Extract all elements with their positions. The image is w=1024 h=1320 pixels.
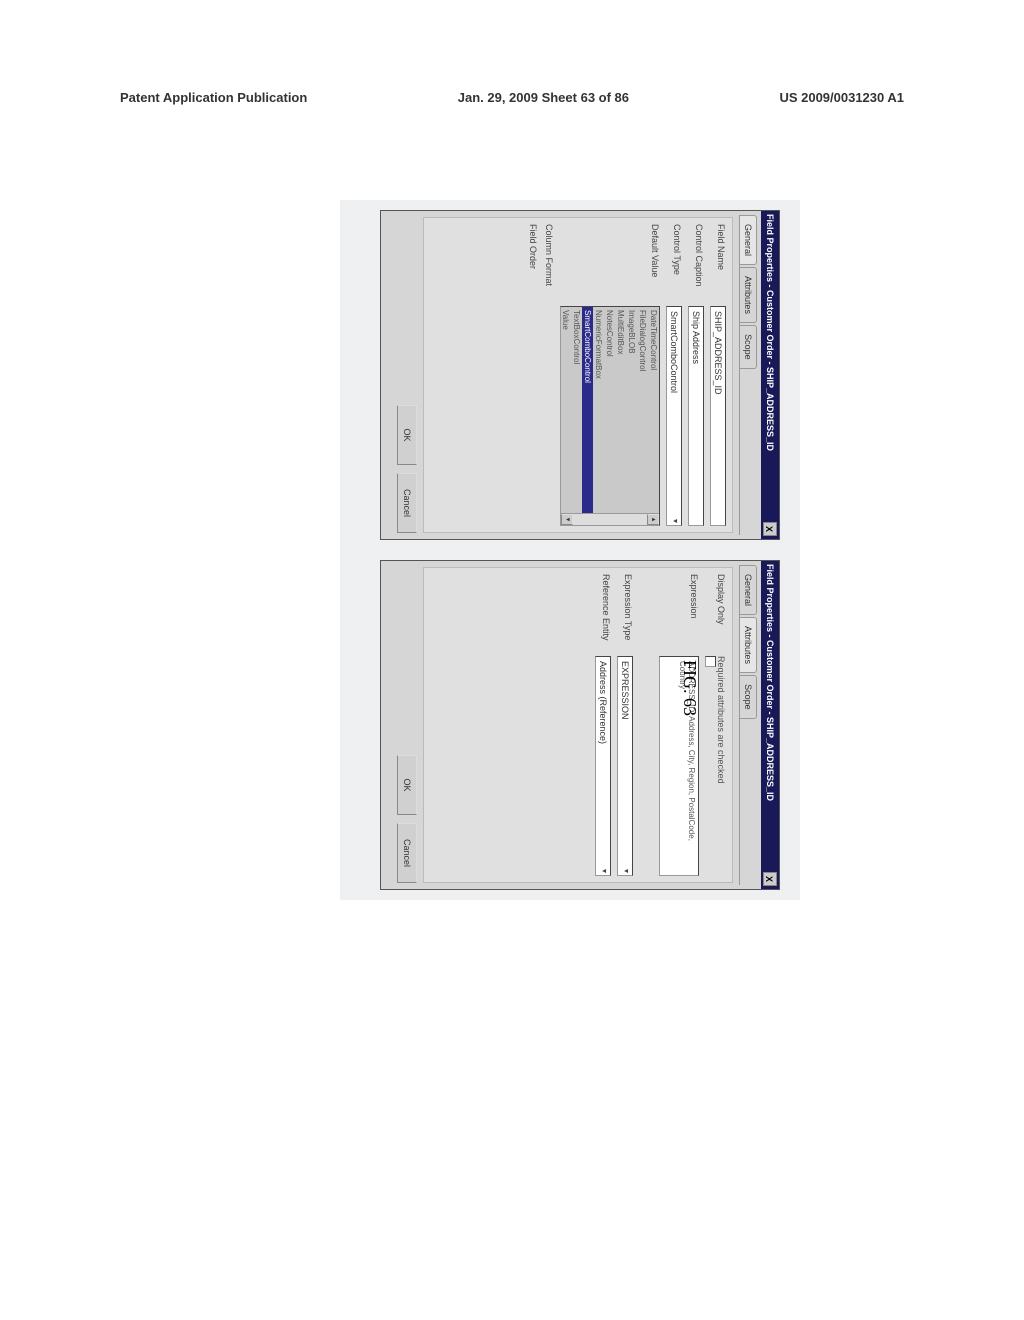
- dlg-body-1: Field Name SHIP_ADDRESS_ID Control Capti…: [423, 217, 733, 533]
- tab-general-1[interactable]: General: [740, 215, 757, 265]
- default-value-label: Default Value: [650, 224, 660, 306]
- close-icon[interactable]: X: [763, 522, 777, 536]
- ref-entity-dropdown[interactable]: Address (Reference): [595, 656, 611, 876]
- titlebar-text-1: Field Properties - Customer Order - SHIP…: [765, 214, 775, 451]
- control-caption-value[interactable]: Ship Address: [688, 306, 704, 526]
- list-item[interactable]: NumericFormatBox: [593, 307, 604, 525]
- expression-label: Expression: [689, 574, 699, 656]
- button-row-1: OK Cancel: [397, 217, 417, 533]
- figure-area: Field Properties - Customer Order - SHIP…: [340, 200, 800, 900]
- dlg-body-2: Display Only Required attributes are che…: [423, 567, 733, 883]
- ok-button[interactable]: OK: [397, 755, 417, 815]
- list-item[interactable]: NotesControl: [604, 307, 615, 525]
- tab-general-2[interactable]: General: [740, 565, 757, 615]
- cancel-button[interactable]: Cancel: [397, 823, 417, 883]
- ok-button[interactable]: OK: [397, 405, 417, 465]
- required-label: Required attributes are checked: [716, 656, 726, 784]
- figure-caption: FIG. 63: [679, 660, 700, 716]
- tab-attributes-1[interactable]: Attributes: [740, 267, 757, 323]
- tab-scope-1[interactable]: Scope: [740, 325, 757, 369]
- list-item-selected[interactable]: SmartComboControl: [582, 307, 593, 525]
- list-item[interactable]: ImageBLOB: [626, 307, 637, 525]
- header-right: US 2009/0031230 A1: [779, 90, 904, 105]
- display-only-label: Display Only: [716, 574, 726, 656]
- field-order-label: Field Order: [528, 224, 538, 306]
- expr-type-dropdown[interactable]: EXPRESSION: [617, 656, 633, 876]
- dialog-attributes: Field Properties - Customer Order - SHIP…: [380, 560, 780, 890]
- titlebar-text-2: Field Properties - Customer Order - SHIP…: [765, 564, 775, 801]
- scrollbar[interactable]: ▴ ▾: [561, 513, 659, 525]
- list-item[interactable]: MultiEditBox: [615, 307, 626, 525]
- list-item[interactable]: FileDialogControl: [637, 307, 648, 525]
- scroll-track[interactable]: [573, 514, 647, 525]
- tab-scope-2[interactable]: Scope: [740, 675, 757, 719]
- required-group: Required attributes are checked: [705, 656, 726, 784]
- display-only-checkbox[interactable]: [705, 656, 716, 667]
- titlebar-2: Field Properties - Customer Order - SHIP…: [761, 561, 779, 889]
- tab-row-2: General Attributes Scope: [739, 565, 757, 885]
- ref-entity-label: Reference Entity: [601, 574, 611, 656]
- titlebar-1: Field Properties - Customer Order - SHIP…: [761, 211, 779, 539]
- field-name-label: Field Name: [716, 224, 726, 306]
- control-caption-label: Control Caption: [694, 224, 704, 306]
- column-format-label: Column Format: [544, 224, 554, 306]
- tab-row-1: General Attributes Scope: [739, 215, 757, 535]
- control-type-label: Control Type: [672, 224, 682, 306]
- list-item[interactable]: TextBoxControl: [571, 307, 582, 525]
- header-left: Patent Application Publication: [120, 90, 307, 105]
- cancel-button[interactable]: Cancel: [397, 473, 417, 533]
- button-row-2: OK Cancel: [397, 567, 417, 883]
- control-type-dropdown[interactable]: SmartComboControl: [666, 306, 682, 526]
- field-name-value[interactable]: SHIP_ADDRESS_ID: [710, 306, 726, 526]
- list-item[interactable]: Value: [560, 307, 571, 525]
- list-item[interactable]: DateTimeControl: [648, 307, 659, 525]
- header-center: Jan. 29, 2009 Sheet 63 of 86: [458, 90, 629, 105]
- tab-attributes-2[interactable]: Attributes: [740, 617, 757, 673]
- scroll-down-icon[interactable]: ▾: [561, 514, 573, 525]
- expr-type-label: Expression Type: [623, 574, 633, 656]
- dialog-general: Field Properties - Customer Order - SHIP…: [380, 210, 780, 540]
- close-icon[interactable]: X: [763, 872, 777, 886]
- control-type-listbox[interactable]: DateTimeControl FileDialogControl ImageB…: [560, 306, 660, 526]
- page-header: Patent Application Publication Jan. 29, …: [120, 90, 904, 105]
- scroll-up-icon[interactable]: ▴: [647, 514, 659, 525]
